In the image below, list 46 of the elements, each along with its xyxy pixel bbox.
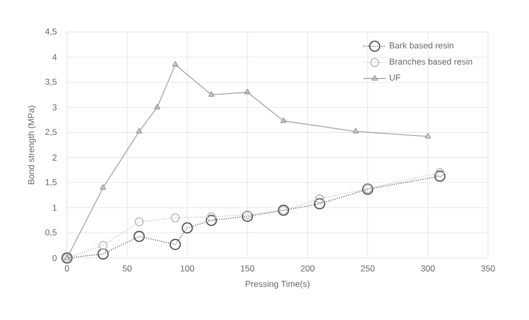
x-tick-label: 150 xyxy=(240,265,254,272)
legend-label: UF xyxy=(390,74,400,81)
point xyxy=(100,184,106,190)
point xyxy=(182,222,193,234)
point xyxy=(134,217,144,226)
x-tick-label: 50 xyxy=(122,265,132,272)
y-tick-label: 0,5 xyxy=(45,229,57,236)
point xyxy=(172,61,178,67)
x-tick-label: 300 xyxy=(420,265,435,272)
point xyxy=(280,117,287,123)
point xyxy=(170,213,180,222)
point xyxy=(242,210,254,222)
x-tick-label: 350 xyxy=(481,265,495,272)
point xyxy=(206,212,216,222)
legend-label: Bark based resin xyxy=(390,42,454,48)
point xyxy=(136,128,142,134)
y-tick-label: 2,5 xyxy=(45,128,57,136)
y-tick-label: 1 xyxy=(52,204,57,211)
point xyxy=(97,248,109,260)
point xyxy=(352,128,359,134)
y-tick-label: 1,5 xyxy=(46,179,57,186)
point xyxy=(434,170,446,182)
point xyxy=(242,210,252,220)
point xyxy=(435,168,444,178)
y-tick-label: 4,5 xyxy=(45,28,57,36)
y-axis-title: Bond strength (MPa) xyxy=(28,106,36,184)
point xyxy=(134,230,145,242)
y-tick-label: 4 xyxy=(52,54,57,60)
x-axis-title: Pressing Time(s) xyxy=(246,280,310,289)
x-tick-label: 0 xyxy=(64,265,70,272)
point xyxy=(315,194,324,204)
point xyxy=(154,104,160,110)
y-tick-label: 0 xyxy=(52,254,57,262)
x-tick-label: 100 xyxy=(180,265,194,272)
legend-label: Branches based resin xyxy=(390,58,472,65)
y-tick-label: 2 xyxy=(52,154,57,161)
point xyxy=(206,214,217,226)
point xyxy=(244,88,251,94)
point xyxy=(170,238,181,250)
y-tick-label: 3 xyxy=(52,104,57,110)
point xyxy=(208,91,214,97)
point xyxy=(98,240,108,250)
y-tick-label: 3,5 xyxy=(45,78,57,86)
point xyxy=(314,198,326,210)
x-tick-label: 250 xyxy=(360,265,375,272)
x-tick-label: 200 xyxy=(300,265,314,272)
